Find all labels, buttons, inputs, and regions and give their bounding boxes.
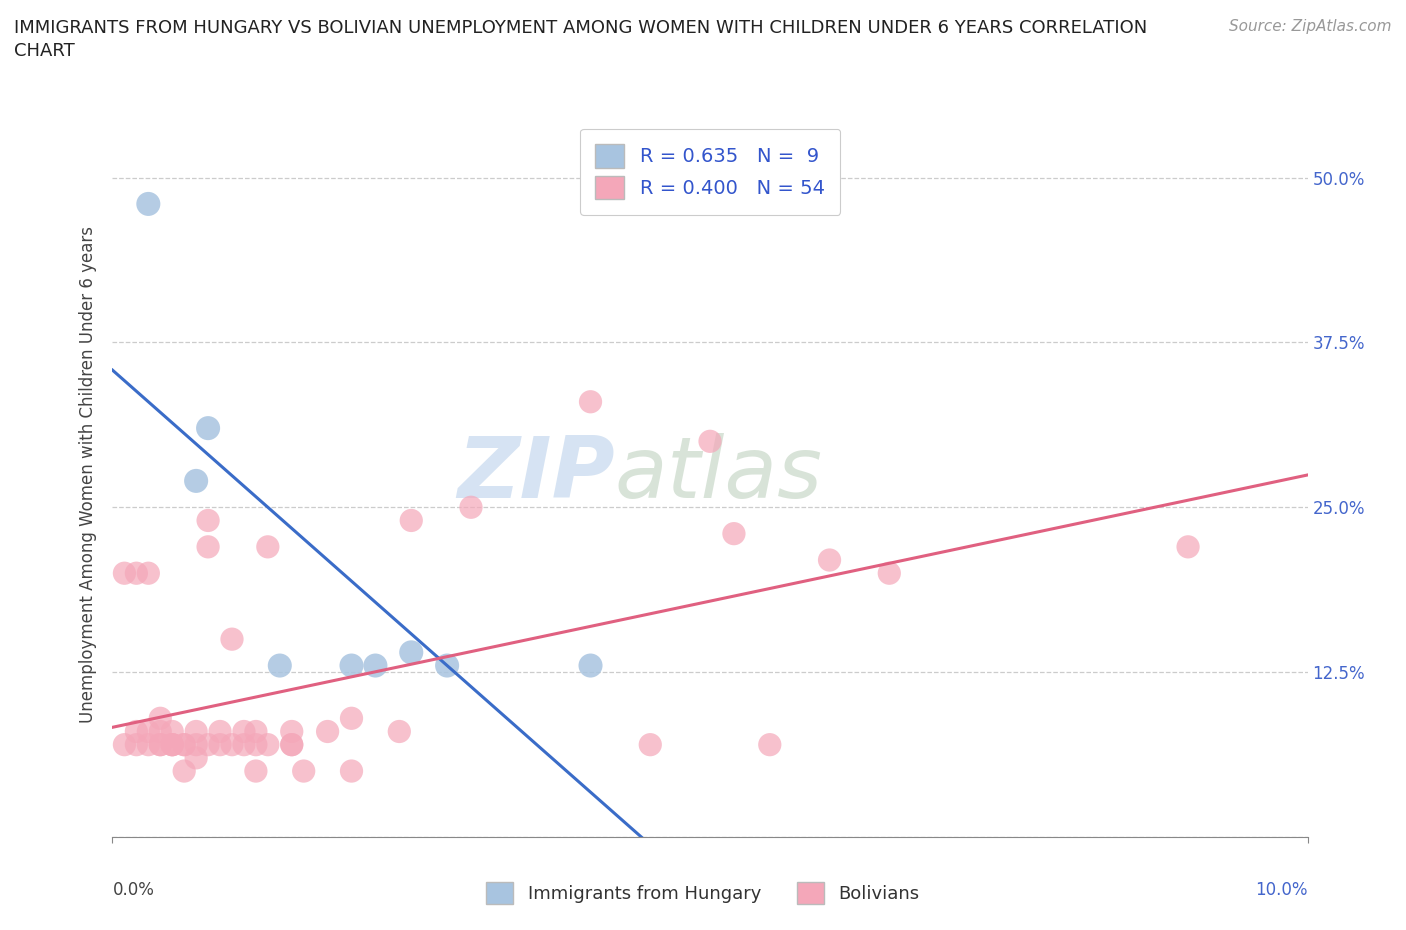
Point — [281, 737, 304, 752]
Point — [340, 711, 363, 725]
Point — [125, 737, 148, 752]
Point — [173, 737, 195, 752]
Point — [197, 513, 219, 528]
Point — [1177, 539, 1199, 554]
Point — [221, 737, 243, 752]
Point — [245, 724, 267, 739]
Point — [699, 434, 721, 449]
Point — [460, 499, 482, 514]
Point — [316, 724, 339, 739]
Point — [186, 473, 208, 488]
Point — [388, 724, 411, 739]
Point — [173, 737, 195, 752]
Point — [245, 764, 267, 778]
Point — [340, 764, 363, 778]
Point — [186, 724, 208, 739]
Point — [364, 658, 387, 673]
Point — [197, 539, 219, 554]
Text: Source: ZipAtlas.com: Source: ZipAtlas.com — [1229, 19, 1392, 33]
Point — [232, 737, 256, 752]
Point — [162, 737, 183, 752]
Point — [269, 658, 291, 673]
Point — [149, 737, 172, 752]
Point — [281, 724, 304, 739]
Point — [138, 737, 160, 752]
Text: IMMIGRANTS FROM HUNGARY VS BOLIVIAN UNEMPLOYMENT AMONG WOMEN WITH CHILDREN UNDER: IMMIGRANTS FROM HUNGARY VS BOLIVIAN UNEM… — [14, 19, 1147, 60]
Point — [173, 764, 195, 778]
Point — [877, 565, 901, 580]
Point — [208, 737, 231, 752]
Point — [579, 394, 602, 409]
Legend: Immigrants from Hungary, Bolivians: Immigrants from Hungary, Bolivians — [479, 875, 927, 911]
Point — [208, 724, 231, 739]
Point — [125, 724, 148, 739]
Point — [149, 737, 172, 752]
Point — [162, 724, 183, 739]
Legend: R = 0.635   N =  9, R = 0.400   N = 54: R = 0.635 N = 9, R = 0.400 N = 54 — [579, 128, 841, 215]
Point — [723, 526, 745, 541]
Point — [186, 737, 208, 752]
Point — [114, 565, 135, 580]
Y-axis label: Unemployment Among Women with Children Under 6 years: Unemployment Among Women with Children U… — [79, 226, 97, 723]
Point — [114, 737, 135, 752]
Point — [138, 724, 160, 739]
Text: ZIP: ZIP — [457, 432, 614, 516]
Point — [281, 737, 304, 752]
Point — [125, 565, 148, 580]
Point — [149, 724, 172, 739]
Point — [162, 737, 183, 752]
Point — [162, 737, 183, 752]
Point — [292, 764, 315, 778]
Point — [818, 552, 841, 567]
Point — [245, 737, 267, 752]
Point — [401, 644, 423, 659]
Text: 0.0%: 0.0% — [112, 881, 155, 898]
Point — [579, 658, 602, 673]
Point — [257, 539, 280, 554]
Point — [340, 658, 363, 673]
Point — [232, 724, 256, 739]
Point — [197, 420, 219, 435]
Point — [759, 737, 782, 752]
Text: atlas: atlas — [614, 432, 823, 516]
Point — [138, 565, 160, 580]
Point — [221, 631, 243, 646]
Point — [436, 658, 458, 673]
Point — [638, 737, 662, 752]
Point — [186, 751, 208, 765]
Point — [401, 513, 423, 528]
Point — [138, 196, 160, 211]
Point — [197, 737, 219, 752]
Text: 10.0%: 10.0% — [1256, 881, 1308, 898]
Point — [149, 711, 172, 725]
Point — [257, 737, 280, 752]
